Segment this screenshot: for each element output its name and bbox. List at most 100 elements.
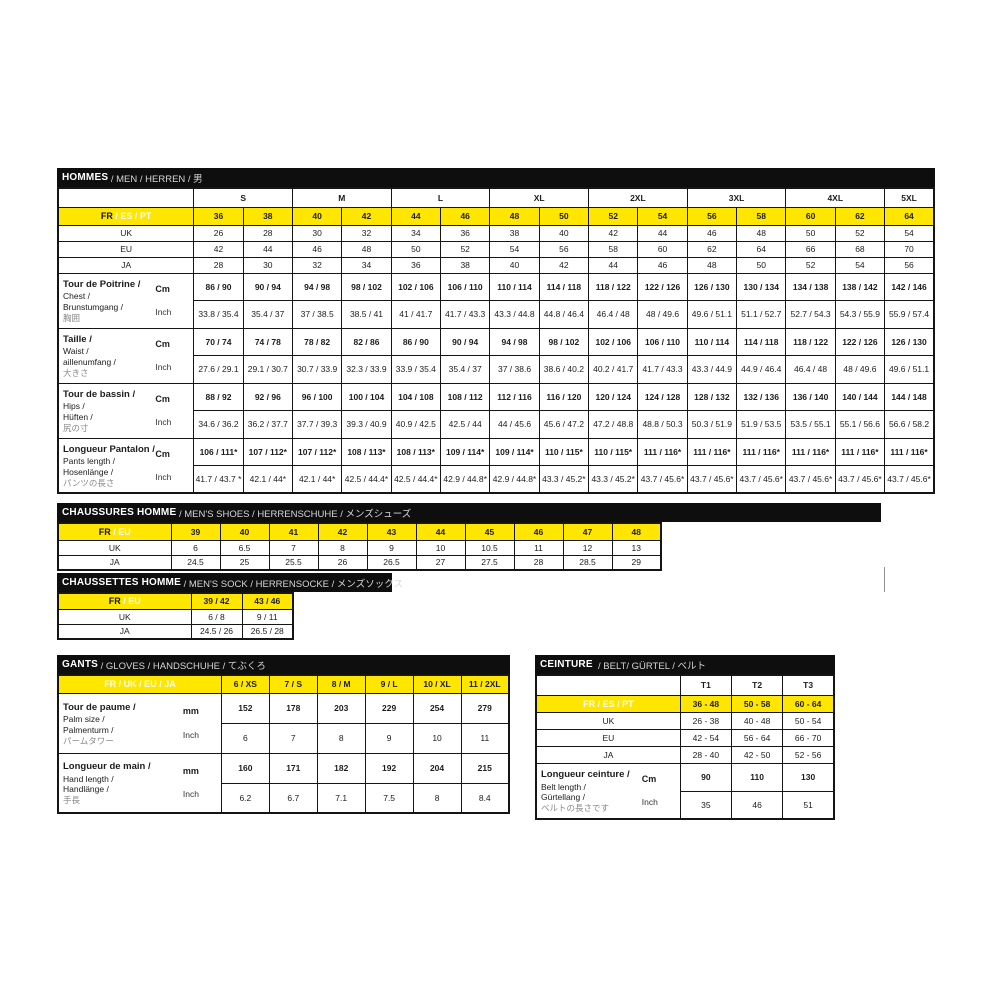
gloves-palm-secondary-2: 7 bbox=[268, 722, 318, 754]
shoes-ja-value-9: 28.5 bbox=[562, 554, 613, 571]
socks-row-uk-label: UK bbox=[57, 608, 192, 625]
men-uk-value-8: 40 bbox=[538, 224, 590, 242]
men-chest-primary-15: 142 / 146 bbox=[884, 272, 935, 301]
men-waist-secondary-15: 49.6 / 51.1 bbox=[884, 354, 935, 384]
men-size-group-5XL: 5XL bbox=[884, 187, 935, 208]
gloves-palm-primary-3: 203 bbox=[316, 692, 366, 724]
men-chest-secondary-4: 38.5 / 41 bbox=[341, 299, 392, 329]
men-pants-primary-10: 111 / 116* bbox=[637, 437, 688, 466]
men-hips-primary-2: 92 / 96 bbox=[242, 382, 293, 411]
shoes-ja-value-3: 25.5 bbox=[268, 554, 319, 571]
gloves-size-value-4: 9 / L bbox=[364, 674, 414, 694]
gloves-size-value-3: 8 / M bbox=[316, 674, 366, 694]
men-waist-secondary-9: 40.2 / 41.7 bbox=[588, 354, 639, 384]
men-fr-value-10: 54 bbox=[637, 206, 688, 226]
gloves-palm-unit-primary: mm bbox=[182, 706, 199, 717]
gloves-palm-primary-6: 279 bbox=[460, 692, 510, 724]
men-chest-secondary-11: 49.6 / 51.1 bbox=[686, 299, 738, 329]
gloves-size-value-5: 10 / XL bbox=[412, 674, 462, 694]
men-row-fr-es-pt-label-rest: / ES / PT bbox=[112, 211, 152, 221]
men-waist-secondary-1: 27.6 / 29.1 bbox=[193, 354, 244, 384]
men-size-group-4XL: 4XL bbox=[785, 187, 886, 208]
men-pants-secondary-3: 42.1 / 44* bbox=[291, 464, 343, 494]
men-title-translations: / MEN / HERREN / 男 bbox=[108, 173, 203, 185]
men-hips-primary-11: 128 / 132 bbox=[686, 382, 738, 411]
belt-length-unit-primary: Cm bbox=[641, 774, 657, 785]
men-fr-value-7: 48 bbox=[489, 206, 540, 226]
men-waist-primary-5: 86 / 90 bbox=[390, 327, 442, 356]
men-eu-value-5: 50 bbox=[390, 240, 442, 258]
shoes-uk-value-2: 6.5 bbox=[219, 539, 270, 556]
men-pants-label: Longueur Pantalon / Pants length / Hosenlä… bbox=[57, 437, 195, 494]
men-hips-label-line-4: 尻の寸 bbox=[63, 423, 89, 434]
men-pants-secondary-1: 41.7 / 43.7 * bbox=[193, 464, 244, 494]
men-pants-secondary-15: 43.7 / 45.6* bbox=[884, 464, 935, 494]
men-waist-label: Taille / Waist / aillenumfang / 大きさ Cm Inch bbox=[57, 327, 195, 384]
gloves-hand-primary-1: 160 bbox=[220, 752, 270, 784]
gloves-palm-label-line-4: パームタワー bbox=[63, 735, 114, 746]
men-hips-secondary-3: 37.7 / 39.3 bbox=[291, 409, 343, 439]
men-hips-unit-primary: Cm bbox=[155, 393, 170, 404]
men-chest-primary-7: 110 / 114 bbox=[489, 272, 540, 301]
men-waist-primary-14: 122 / 126 bbox=[834, 327, 886, 356]
men-pants-primary-15: 111 / 116* bbox=[884, 437, 935, 466]
men-waist-secondary-14: 48 / 49.6 bbox=[834, 354, 886, 384]
men-ja-value-1: 28 bbox=[193, 256, 244, 274]
men-ja-value-2: 30 bbox=[242, 256, 293, 274]
men-waist-secondary-10: 41.7 / 43.3 bbox=[637, 354, 688, 384]
men-hips-primary-9: 120 / 124 bbox=[588, 382, 639, 411]
men-chest-primary-5: 102 / 106 bbox=[390, 272, 442, 301]
men-chest-primary-3: 94 / 98 bbox=[291, 272, 343, 301]
shoes-fr-value-9: 47 bbox=[562, 522, 613, 541]
socks-fr-value-1: 39 / 42 bbox=[190, 592, 243, 610]
men-chest-secondary-12: 51.1 / 52.7 bbox=[736, 299, 787, 329]
men-eu-value-4: 48 bbox=[341, 240, 392, 258]
shoes-fr-value-3: 41 bbox=[268, 522, 319, 541]
belt-uk-value-2: 40 - 48 bbox=[730, 711, 784, 730]
socks-row-fr-eu-label-bold: FR bbox=[108, 596, 121, 607]
belt-column-T3: T3 bbox=[782, 674, 835, 696]
shoes-uk-value-10: 13 bbox=[611, 539, 662, 556]
shoes-fr-value-10: 48 bbox=[611, 522, 662, 541]
men-pants-primary-1: 106 / 111* bbox=[193, 437, 244, 466]
gloves-hand-secondary-6: 8.4 bbox=[460, 782, 510, 814]
men-pants-primary-13: 111 / 116* bbox=[785, 437, 836, 466]
shoes-uk-value-5: 9 bbox=[366, 539, 417, 556]
men-waist-secondary-5: 33.9 / 35.4 bbox=[390, 354, 442, 384]
gloves-palm-label-line-1: Tour de paume / bbox=[63, 701, 136, 713]
belt-row-fr-es-pt-label-rest: FR / ES / PT bbox=[583, 698, 634, 709]
shoes-ja-value-5: 26.5 bbox=[366, 554, 417, 571]
men-hips-secondary-12: 51.9 / 53.5 bbox=[736, 409, 787, 439]
socks-title-band: CHAUSSETTES HOMME / MEN'S SOCK / HERRENS… bbox=[57, 573, 403, 592]
men-pants-primary-6: 109 / 114* bbox=[439, 437, 491, 466]
belt-length-unit-secondary: Inch bbox=[641, 797, 658, 808]
men-uk-value-5: 34 bbox=[390, 224, 442, 242]
men-fr-value-8: 50 bbox=[538, 206, 590, 226]
men-ja-value-9: 44 bbox=[588, 256, 639, 274]
shoes-uk-value-6: 10 bbox=[415, 539, 466, 556]
gloves-hand-unit-primary: mm bbox=[182, 766, 199, 777]
shoes-fr-value-8: 46 bbox=[513, 522, 564, 541]
men-chest-secondary-3: 37 / 38.5 bbox=[291, 299, 343, 329]
men-size-grid: S M L XL 2XL 3XL 4XL 5XL FR / ES / PT 36 38 40 42 44 4… bbox=[57, 187, 935, 494]
shoes-ja-value-6: 27 bbox=[415, 554, 466, 571]
men-hips-primary-13: 136 / 140 bbox=[785, 382, 836, 411]
belt-row-eu-label: EU bbox=[535, 728, 681, 747]
men-pants-unit-primary: Cm bbox=[155, 448, 170, 459]
belt-fr-value-1: 36 - 48 bbox=[679, 694, 732, 713]
men-row-eu-label: EU bbox=[57, 240, 195, 258]
men-pants-secondary-6: 42.9 / 44.8* bbox=[439, 464, 491, 494]
belt-length-secondary-3: 51 bbox=[782, 790, 835, 820]
men-pants-secondary-14: 43.7 / 45.6* bbox=[834, 464, 886, 494]
belt-size-grid: T1 T2 T3 FR / ES / PT 36 - 48 50 - 58 60 - 64 U… bbox=[535, 674, 835, 820]
shoes-fr-value-6: 44 bbox=[415, 522, 466, 541]
gloves-hand-primary-2: 171 bbox=[268, 752, 318, 784]
men-pants-label-line-2: Pants length / bbox=[63, 456, 115, 467]
men-uk-value-6: 36 bbox=[439, 224, 491, 242]
shoes-title: CHAUSSURES HOMME bbox=[62, 507, 177, 518]
men-eu-value-3: 46 bbox=[291, 240, 343, 258]
men-chest-label-line-3: Brunstumgang / bbox=[63, 302, 124, 313]
men-uk-value-15: 54 bbox=[884, 224, 935, 242]
